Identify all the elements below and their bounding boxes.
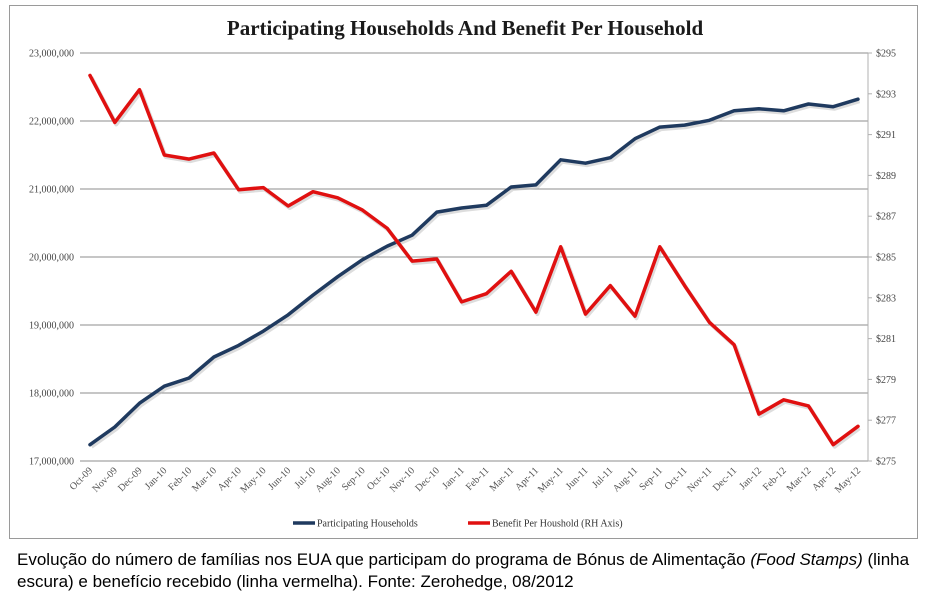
right-axis-tick-label: $277 (876, 416, 896, 427)
x-axis-tick-label: Feb-10 (166, 465, 194, 493)
x-axis-tick-label: Jan-11 (440, 465, 466, 491)
x-axis-tick-label: May-11 (536, 465, 566, 495)
right-axis: $275 $277 $279 $281 $283 $285 $287 $289 $291 $293… (867, 49, 896, 468)
x-axis-tick-label: Nov-10 (388, 465, 417, 494)
left-axis-tick-label: 22,000,000 (29, 117, 74, 128)
x-axis-tick-label: May-12 (833, 465, 863, 495)
left-axis-tick-label: 17,000,000 (29, 457, 74, 468)
x-axis-tick-label: Jun-11 (564, 465, 591, 492)
benefit-line (88, 73, 860, 447)
legend: Participating Households Benefit Per Hou… (293, 519, 623, 530)
chart: Participating Households And Benefit Per… (29, 16, 896, 530)
x-axis-tick-label: May-10 (238, 465, 268, 495)
series-shadow (90, 99, 861, 449)
x-axis-tick-label: Sep-10 (340, 465, 368, 493)
x-axis-tick-label: Oct-11 (663, 465, 690, 492)
x-axis-tick-label: Feb-11 (464, 465, 492, 493)
right-axis-tick-label: $275 (876, 457, 896, 468)
left-axis-tick-label: 19,000,000 (29, 321, 74, 332)
x-axis-tick-label: Sep-11 (637, 465, 665, 493)
x-axis-tick-label: Mar-11 (488, 465, 517, 494)
left-axis-tick-label: 18,000,000 (29, 389, 74, 400)
gridlines (80, 52, 868, 462)
left-axis-labels: 17,000,000 18,000,000 19,000,000 20,000,000… (29, 49, 74, 468)
x-axis-tick-label: Jan-10 (143, 465, 170, 492)
left-axis-tick-label: 23,000,000 (29, 49, 74, 60)
x-axis-tick-label: Mar-10 (190, 465, 219, 494)
legend-label-benefit: Benefit Per Houshold (RH Axis) (492, 519, 623, 530)
legend-label-households: Participating Households (317, 519, 418, 530)
chart-title: Participating Households And Benefit Per… (227, 16, 704, 40)
x-axis-tick-label: Dec-11 (711, 465, 739, 493)
x-axis-labels: Oct-09Nov-09Dec-09Jan-10Feb-10Mar-10Apr-… (68, 465, 863, 495)
right-axis-tick-label: $291 (876, 130, 896, 141)
caption-italic: (Food Stamps) (750, 550, 863, 569)
x-axis-tick-label: Mar-12 (785, 465, 814, 494)
right-axis-tick-label: $295 (876, 49, 896, 60)
x-axis-tick-label: Dec-10 (413, 465, 442, 494)
right-axis-tick-label: $279 (876, 375, 896, 386)
chart-frame: Participating Households And Benefit Per… (9, 5, 918, 539)
right-axis-tick-label: $293 (876, 89, 896, 100)
x-axis-tick-label: Feb-12 (761, 465, 789, 493)
x-axis-tick-label: Dec-09 (116, 465, 145, 494)
series-lines (88, 73, 861, 449)
right-axis-tick-label: $285 (876, 253, 896, 264)
figure-caption: Evolução do número de famílias nos EUA q… (17, 549, 917, 593)
right-axis-tick-label: $289 (876, 171, 896, 182)
series-shadow (89, 76, 861, 449)
caption-text-1: Evolução do número de famílias nos EUA q… (17, 550, 751, 569)
right-axis-tick-label: $283 (876, 293, 896, 304)
x-axis-tick-label: Aug-10 (313, 465, 342, 494)
right-axis-tick-label: $287 (876, 212, 896, 223)
caption-text-2: (linha escura) e benefício recebido (lin… (17, 550, 910, 591)
left-axis-tick-label: 20,000,000 (29, 253, 74, 264)
right-axis-tick-label: $281 (876, 334, 896, 345)
households-line (88, 97, 860, 447)
x-axis-tick-label: Aug-11 (611, 465, 640, 494)
x-axis-tick-label: Nov-09 (91, 465, 120, 494)
x-axis-tick-label: Jun-10 (266, 465, 293, 492)
x-axis-tick-label: Nov-11 (685, 465, 714, 494)
left-axis-tick-label: 21,000,000 (29, 185, 74, 196)
x-axis-tick-label: Jan-12 (737, 465, 764, 492)
